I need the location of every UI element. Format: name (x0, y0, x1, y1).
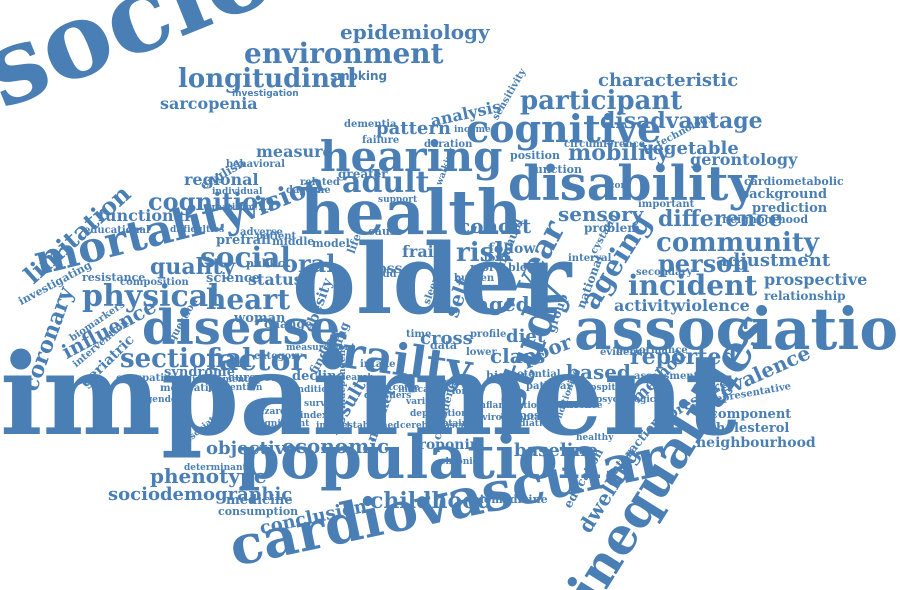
word: function (530, 164, 582, 175)
word: town (484, 254, 511, 264)
word: adjustment (716, 252, 830, 270)
word: environmental (470, 414, 543, 423)
word: cardiometabolic (744, 176, 844, 187)
word: instrumental (192, 376, 258, 385)
word: gerontology (690, 152, 797, 168)
word: lower (466, 348, 497, 358)
word: indicator (398, 386, 444, 395)
word: assessment (634, 372, 698, 382)
word: component (710, 408, 791, 421)
word: hospital (584, 384, 625, 393)
word: time (406, 330, 431, 340)
word: individual (212, 188, 262, 197)
word: composition (120, 278, 189, 288)
word: circumference (564, 140, 645, 150)
word: performance (616, 346, 688, 356)
word: chronic (440, 458, 478, 467)
word: significant (256, 420, 309, 429)
word: deprivation (410, 410, 468, 419)
word: behavioral (226, 160, 285, 170)
word: science (206, 272, 260, 285)
word: gender (146, 396, 181, 405)
word: biomedicine (472, 494, 548, 505)
word: dementia (344, 120, 396, 130)
word: profile (470, 330, 506, 340)
word: impact (316, 422, 351, 431)
word: heart (206, 286, 290, 314)
word: support (378, 196, 417, 205)
word: relationship (764, 290, 846, 302)
word: frail (402, 244, 440, 260)
word: variable (406, 398, 447, 407)
word: psychological (596, 396, 664, 405)
word: activity (614, 298, 680, 314)
word: neighbourhood (696, 436, 816, 450)
word: cholesterol (708, 422, 789, 435)
word: public (246, 258, 284, 269)
word: odd (376, 270, 397, 280)
word: inflammation (476, 402, 543, 411)
word: data (430, 340, 457, 351)
word: background (740, 188, 827, 201)
word: longer (452, 388, 485, 397)
word: epidemiology (340, 22, 490, 42)
word: sarcopenia (160, 96, 258, 112)
word: condition (286, 386, 334, 395)
word: position (510, 150, 560, 161)
word: daytime (286, 186, 331, 196)
word: characteristic (598, 72, 738, 90)
word: secondary (636, 268, 693, 278)
word: healthy (576, 434, 613, 443)
word: regional (184, 172, 259, 188)
word: score (604, 182, 631, 191)
word: measurement (286, 344, 355, 353)
word: difficulties (170, 226, 224, 235)
word: blood (508, 262, 542, 273)
word: determinant (184, 464, 247, 473)
word: survey (304, 400, 337, 409)
word: cause (368, 226, 403, 237)
word: important (638, 200, 694, 210)
word: category (254, 352, 302, 362)
word: potential (510, 370, 561, 380)
word: prospective (764, 272, 867, 288)
word: creatinine (206, 204, 258, 213)
word: failure (362, 136, 399, 146)
word: obtained (436, 420, 480, 429)
word: change (264, 318, 313, 330)
word: occurrence (546, 402, 602, 411)
word: prevention (208, 384, 262, 393)
word: intake (360, 360, 395, 370)
word: research (330, 374, 374, 383)
word: functional (98, 208, 190, 224)
word: baseline (514, 442, 598, 460)
word: hazard (252, 408, 286, 417)
word: measure (256, 144, 333, 160)
word: aged (476, 294, 530, 314)
word: greater (338, 168, 388, 180)
word: difference (658, 208, 783, 230)
word: burden (454, 274, 494, 284)
word: troponin (412, 438, 480, 452)
word: smoking (330, 70, 387, 82)
word: educational (84, 226, 150, 236)
word: adverse (240, 228, 283, 238)
word: model (312, 238, 350, 249)
word: violence (676, 298, 750, 314)
word: independent (339, 346, 348, 409)
word: income (454, 126, 491, 135)
